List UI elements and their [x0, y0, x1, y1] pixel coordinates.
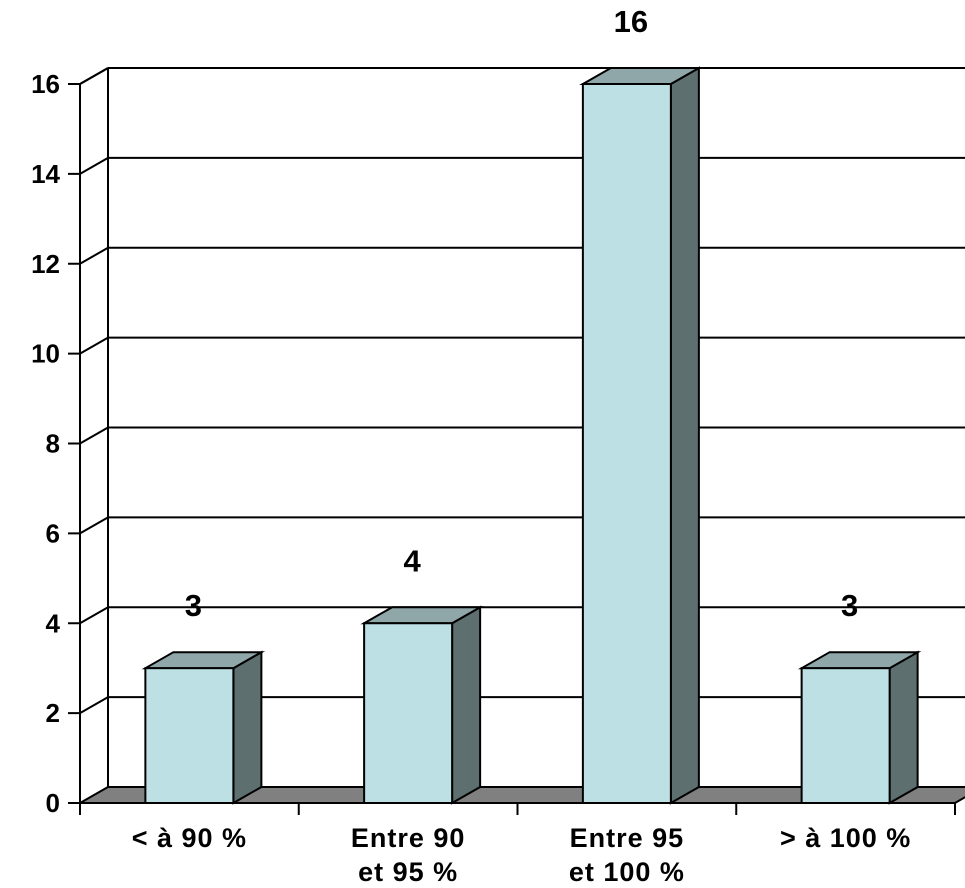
gridlines	[79, 67, 965, 714]
bars	[141, 66, 922, 805]
bar	[579, 66, 703, 805]
x-axis-tick-labels: < à 90 % Entre 90 et 95 % Entre 95 et 100 % >…	[132, 823, 911, 887]
bar-front	[144, 667, 235, 804]
y-tick-label: 0	[46, 788, 60, 818]
y-tick-label: 8	[46, 429, 60, 459]
x-tick-label: < à 90 %	[132, 823, 247, 853]
y-axis-tick-labels: 0 2 4 6 8 10 12 14 16	[31, 69, 60, 818]
bar-front	[363, 622, 454, 804]
x-tick-label: Entre 95 et 100 %	[569, 823, 685, 887]
data-label: 3	[841, 588, 858, 623]
bar-side	[669, 66, 700, 805]
data-label: 16	[614, 4, 648, 39]
bar	[797, 650, 922, 805]
data-label: 3	[185, 588, 202, 623]
y-tick-label: 10	[31, 339, 60, 369]
y-axis-top-edge	[79, 67, 109, 85]
y-tick-label: 16	[31, 69, 60, 99]
bar-side	[888, 650, 919, 805]
gridline-diagonal	[79, 606, 109, 625]
gridline-diagonal	[79, 426, 109, 445]
data-label: 4	[404, 543, 422, 578]
bar-side	[451, 605, 482, 805]
data-labels: 3 4 16 3	[185, 4, 859, 623]
y-tick-label: 12	[31, 249, 60, 279]
bar-front	[581, 83, 672, 804]
x-tick-label: Entre 90 et 95 %	[351, 823, 466, 887]
bar-front	[800, 667, 891, 804]
y-tick-label: 14	[31, 159, 60, 189]
gridline-diagonal	[79, 516, 109, 535]
gridline-diagonal	[79, 696, 109, 714]
bar	[360, 605, 484, 805]
y-tick-label: 4	[46, 608, 61, 638]
gridline-diagonal	[79, 336, 109, 355]
gridline-diagonal	[79, 246, 109, 265]
bar	[141, 650, 266, 805]
y-tick-label: 2	[46, 698, 60, 728]
gridline-diagonal	[79, 157, 109, 175]
y-tick-label: 6	[46, 518, 60, 548]
x-tick-label: > à 100 %	[780, 823, 911, 853]
bar-side	[232, 650, 263, 805]
